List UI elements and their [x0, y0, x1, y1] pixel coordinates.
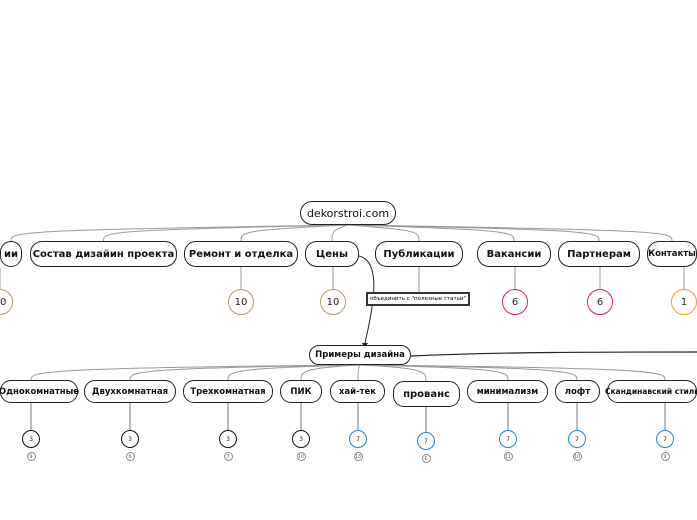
sub-count-badge: 7: [223, 452, 233, 461]
topic-node[interactable]: Вакансии: [477, 241, 551, 267]
branch-line: [227, 364, 361, 381]
count-badge: 6: [502, 289, 528, 315]
count-badge: 7: [349, 430, 367, 448]
sub-count-badge: 10: [572, 452, 582, 461]
branch-line: [347, 224, 515, 242]
count-badge: 10: [320, 289, 346, 315]
topic-node[interactable]: ии: [0, 241, 22, 267]
example-node[interactable]: Скандинавский стиль: [605, 380, 697, 403]
count-badge: 3: [292, 430, 310, 448]
topic-node[interactable]: Цены: [305, 241, 359, 267]
count-badge: 7: [568, 430, 586, 448]
example-node[interactable]: ПИК: [280, 380, 322, 403]
sub-count-badge: 11: [503, 452, 513, 461]
topic-node[interactable]: Партнерам: [558, 241, 640, 267]
branch-line: [240, 224, 349, 242]
link-line: [410, 351, 697, 357]
example-node[interactable]: минимализм: [467, 380, 548, 403]
count-badge: 7: [499, 430, 517, 448]
count-badge: 10: [228, 289, 254, 315]
branch-line: [30, 364, 361, 381]
sub-count-badge: 10: [296, 452, 306, 461]
example-node[interactable]: Однокомнатные: [0, 380, 79, 403]
sub-count-badge: 9: [26, 452, 36, 461]
count-badge: 1: [671, 289, 697, 315]
branch-line: [347, 224, 420, 242]
topic-node[interactable]: Ремонт и отделка: [184, 241, 298, 267]
count-badge: 7: [656, 430, 674, 448]
count-badge: 7: [417, 432, 435, 450]
sub-count-badge: 13: [353, 452, 363, 461]
topic-node[interactable]: Публикации: [375, 241, 463, 267]
example-node[interactable]: лофт: [555, 380, 600, 403]
branch-line: [300, 364, 361, 381]
topic-node[interactable]: Контакты: [647, 241, 697, 267]
branch-line: [103, 224, 349, 242]
branch-line: [10, 224, 349, 242]
note-box: объединить с "полезные статьи": [366, 292, 470, 306]
example-node[interactable]: Двухкомнатная: [84, 380, 176, 403]
examples-node[interactable]: Примеры дизайна: [309, 345, 411, 365]
branch-line: [347, 224, 673, 242]
topic-node[interactable]: Состав дизайин проекта: [30, 241, 177, 267]
example-node[interactable]: Трехкомнатная: [183, 380, 273, 403]
branch-line: [359, 364, 666, 381]
count-badge: 3: [121, 430, 139, 448]
example-node[interactable]: хай-тек: [330, 380, 385, 403]
branch-line: [359, 364, 427, 382]
count-badge: 3: [22, 430, 40, 448]
sub-count-badge: 6: [421, 454, 431, 463]
count-badge: 3: [219, 430, 237, 448]
sub-count-badge: 6: [125, 452, 135, 461]
example-node[interactable]: прованс: [393, 381, 460, 407]
branch-line: [129, 364, 361, 381]
root-node[interactable]: dekorstroi.com: [300, 201, 396, 225]
branch-line: [357, 364, 361, 381]
branch-line: [331, 224, 349, 242]
sub-count-badge: 9: [660, 452, 670, 461]
count-badge: 6: [587, 289, 613, 315]
